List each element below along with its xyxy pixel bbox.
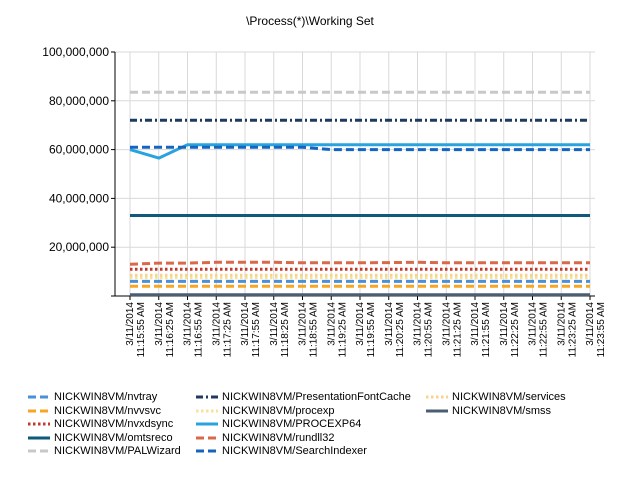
x-tick-label: 3/11/201411:23:55 AM (585, 302, 607, 358)
legend-item: NICKWIN8VM/PROCEXP64 (196, 417, 361, 431)
x-tick-label: 3/11/201411:22:25 AM (499, 302, 521, 358)
y-tick-labels: 20,000,000 40,000,000 60,000,000 80,000,000… (42, 45, 109, 254)
legend-label: NICKWIN8VM/nvtray (54, 391, 158, 403)
x-tick-label: 3/11/201411:23:25 AM (556, 302, 578, 358)
x-tick-labels: 3/11/201411:15:55 AM 3/11/201411:16:25 AM… (125, 302, 607, 358)
series-lines (129, 90, 590, 297)
legend-label: NICKWIN8VM/smss (452, 404, 551, 417)
legend-item: NICKWIN8VM/rundll32 (196, 431, 334, 445)
plot-area: 20,000,000 40,000,000 60,000,000 80,000,000… (42, 45, 607, 358)
legend-item: NICKWIN8VM/nvvsvc (28, 404, 161, 418)
x-tick-label: 3/11/201411:17:25 AM (211, 302, 233, 358)
y-tick-label: 60,000,000 (49, 143, 109, 157)
x-tick-label: 3/11/201411:17:55 AM (240, 302, 262, 358)
legend-swatch (426, 395, 448, 399)
x-tick-label: 3/11/201411:20:55 AM (413, 302, 435, 358)
legend-swatch (196, 409, 218, 412)
legend-swatch (426, 409, 448, 412)
legend-item: NICKWIN8VM/omtsreco (28, 431, 173, 445)
legend-label: NICKWIN8VM/PresentationFontCache (222, 391, 411, 403)
x-tick-label: 3/11/201411:20:25 AM (384, 302, 406, 358)
x-tick-label: 3/11/201411:18:55 AM (298, 302, 320, 358)
x-tick-label: 3/11/201411:15:55 AM (125, 302, 147, 358)
legend-item: NICKWIN8VM/PresentationFontCache (196, 390, 411, 404)
x-tick-label: 3/11/201411:21:55 AM (470, 302, 492, 358)
y-tick-label: 20,000,000 (49, 240, 109, 254)
legend-swatch (196, 436, 218, 439)
legend-label: NICKWIN8VM/omtsreco (54, 431, 173, 444)
grid-lines (115, 51, 595, 296)
x-tick-label: 3/11/201411:16:55 AM (183, 302, 205, 358)
legend-label: NICKWIN8VM/PROCEXP64 (222, 418, 362, 430)
legend-swatch (28, 395, 50, 399)
y-tick-label: 100,000,000 (42, 45, 109, 59)
legend-label: NICKWIN8VM/procexp (222, 404, 335, 417)
x-tick-label: 3/11/201411:19:55 AM (355, 302, 377, 358)
legend-item: NICKWIN8VM/services (426, 390, 566, 404)
x-tick-label: 3/11/201411:19:25 AM (326, 302, 348, 358)
legend-swatch (196, 395, 218, 399)
legend-swatch (196, 449, 218, 453)
legend-label: NICKWIN8VM/PALWizard (54, 445, 181, 457)
legend-label: NICKWIN8VM/services (452, 391, 566, 403)
legend-swatch (196, 422, 218, 426)
legend-swatch (28, 422, 50, 426)
legend-label: NICKWIN8VM/rundll32 (222, 431, 335, 444)
y-tick-label: 40,000,000 (49, 191, 109, 205)
legend-item: NICKWIN8VM/procexp (196, 404, 334, 418)
x-tick-label: 3/11/201411:16:25 AM (154, 302, 176, 358)
series-line-searchindexer (130, 145, 590, 152)
series-line-rundll32 (129, 260, 590, 266)
legend-swatch (28, 409, 50, 412)
legend-item: NICKWIN8VM/nvxdsync (28, 417, 173, 431)
legend-swatch (28, 436, 50, 439)
legend-swatch (28, 449, 50, 453)
legend-label: NICKWIN8VM/SearchIndexer (222, 445, 367, 457)
legend: NICKWIN8VM/nvtray NICKWIN8VM/nvvsvc NICKWI… (28, 390, 618, 470)
series-line-procexp64 (129, 143, 590, 160)
chart-title: \Process(*)\Working Set (246, 14, 374, 28)
x-tick-label: 3/11/201411:18:25 AM (269, 302, 291, 358)
x-tick-label: 3/11/201411:22:55 AM (528, 302, 550, 358)
y-tick-label: 80,000,000 (49, 94, 109, 108)
legend-item: NICKWIN8VM/smss (426, 404, 551, 418)
legend-label: NICKWIN8VM/nvvsvc (54, 404, 161, 417)
legend-item: NICKWIN8VM/PALWizard (28, 444, 181, 458)
legend-item: NICKWIN8VM/nvtray (28, 390, 157, 404)
x-tick-label: 3/11/201411:21:25 AM (441, 302, 463, 358)
legend-item: NICKWIN8VM/SearchIndexer (196, 444, 367, 458)
legend-label: NICKWIN8VM/nvxdsync (54, 418, 174, 430)
